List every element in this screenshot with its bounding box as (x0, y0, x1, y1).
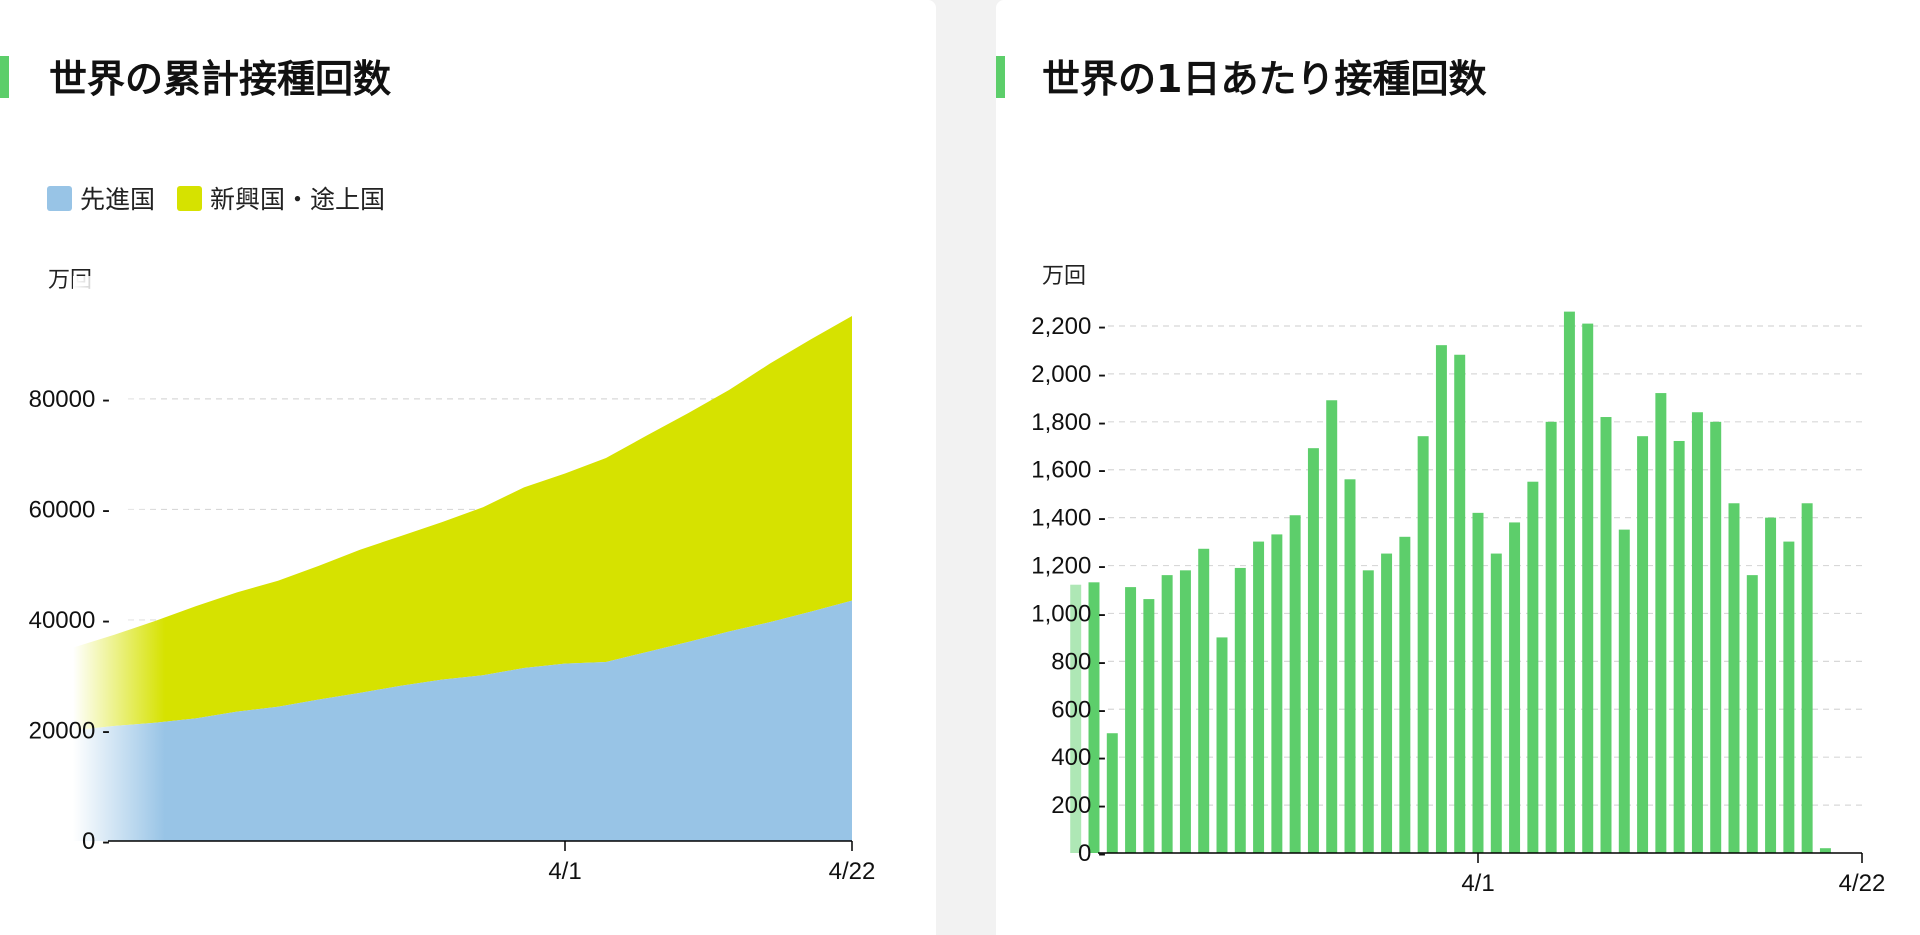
legend-label-developed: 先進国 (80, 185, 156, 214)
y-tick-label: 60000 - (29, 496, 110, 523)
daily-bar (1728, 503, 1740, 853)
daily-bar (1125, 587, 1137, 853)
legend-label-emerging: 新興国・途上国 (210, 185, 386, 214)
left-fade-overlay (73, 276, 165, 841)
daily-bar (1271, 534, 1283, 853)
y-tick-label: 80000 - (29, 386, 110, 413)
y-tick-label: 1,000 - (1031, 600, 1106, 627)
daily-bar (1765, 517, 1777, 853)
daily-bar (1179, 570, 1191, 853)
daily-bar (1710, 421, 1722, 853)
daily-bar (1344, 479, 1356, 853)
daily-bar (1070, 584, 1082, 853)
daily-bar (1088, 582, 1100, 853)
daily-bar (1454, 354, 1466, 853)
daily-bar (1143, 599, 1155, 853)
daily-bar (1582, 323, 1594, 853)
daily-bar (1326, 400, 1338, 853)
area-series-emerging (73, 316, 852, 731)
daily-bar (1637, 436, 1649, 853)
daily-bar (1490, 553, 1502, 853)
daily-bar (1161, 575, 1173, 853)
title-accent-bar (0, 56, 9, 98)
x-tick-label: 4/1 (548, 858, 581, 885)
daily-bar (1527, 481, 1539, 853)
y-tick-label: 200 - (1051, 792, 1106, 819)
x-tick-label: 4/22 (829, 858, 876, 885)
daily-bar (1545, 421, 1557, 853)
y-axis-unit: 万回 (1042, 264, 1087, 289)
y-tick-label: 40000 - (29, 607, 110, 634)
daily-bar (1362, 570, 1374, 853)
daily-bar (1472, 512, 1484, 853)
daily-bar (1655, 393, 1667, 853)
daily-bar (1819, 848, 1831, 853)
daily-bar (1783, 541, 1795, 853)
daily-bar (1673, 440, 1685, 853)
legend-swatch-developed (47, 185, 72, 211)
daily-bar (1253, 541, 1265, 853)
daily-bar (1289, 515, 1301, 853)
legend-swatch-emerging (177, 185, 203, 211)
y-tick-label: 0 - (82, 828, 110, 855)
daily-bar (1417, 436, 1429, 853)
cumulative-area-chart: 0 - 20000 - 40000 - 60000 - 80000 - 4/1 4/22 (29, 276, 876, 885)
chart-legend: 先進国 新興国・途上国 (47, 180, 407, 216)
y-tick-label: 800 - (1051, 648, 1106, 675)
title-accent-bar (996, 56, 1005, 98)
y-tick-label: 20000 - (29, 717, 110, 744)
panel-title: 世界の1日あたり接種回数 (1042, 57, 1487, 101)
daily-bar (1600, 417, 1612, 853)
panel-title: 世界の累計接種回数 (49, 57, 392, 101)
y-tick-label: 600 - (1051, 696, 1106, 723)
y-tick-label: 0 - (1078, 840, 1106, 867)
y-tick-label: 1,600 - (1031, 457, 1106, 484)
y-tick-label: 400 - (1051, 744, 1106, 771)
y-tick-label: 1,200 - (1031, 553, 1106, 580)
daily-bar (1509, 522, 1521, 853)
y-tick-label: 2,200 - (1031, 313, 1106, 340)
y-tick-label: 1,400 - (1031, 505, 1106, 532)
x-tick-label: 4/1 (1461, 870, 1494, 897)
daily-bar (1216, 637, 1228, 853)
area-series-developed (73, 600, 852, 841)
daily-bar (1691, 412, 1703, 853)
daily-bar (1435, 345, 1447, 853)
cumulative-vaccination-panel: 世界の累計接種回数 先進国 新興国・途上国 万回 0 -20000 -40000… (0, 0, 936, 935)
y-tick-label: 1,800 - (1031, 409, 1106, 436)
x-tick-label: 4/22 (1839, 870, 1886, 897)
daily-bar (1563, 311, 1575, 853)
daily-bar (1381, 553, 1393, 853)
daily-bar (1307, 448, 1319, 853)
daily-bar (1198, 548, 1210, 853)
daily-bar (1618, 529, 1630, 853)
daily-bar-chart: 0 - 200 - 400 - 600 - 800 - 1,000 - 1,200 - 1,4… (1031, 311, 1886, 897)
daily-bar (1234, 567, 1246, 853)
daily-bar (1399, 536, 1411, 853)
daily-bar (1746, 575, 1758, 853)
daily-bar (1106, 733, 1118, 853)
daily-bar (1801, 503, 1813, 853)
daily-vaccination-panel: 世界の1日あたり接種回数 万回 0 - 200 - 400 - 600 - 800 - 1… (996, 0, 1920, 935)
y-tick-label: 2,000 - (1031, 361, 1106, 388)
